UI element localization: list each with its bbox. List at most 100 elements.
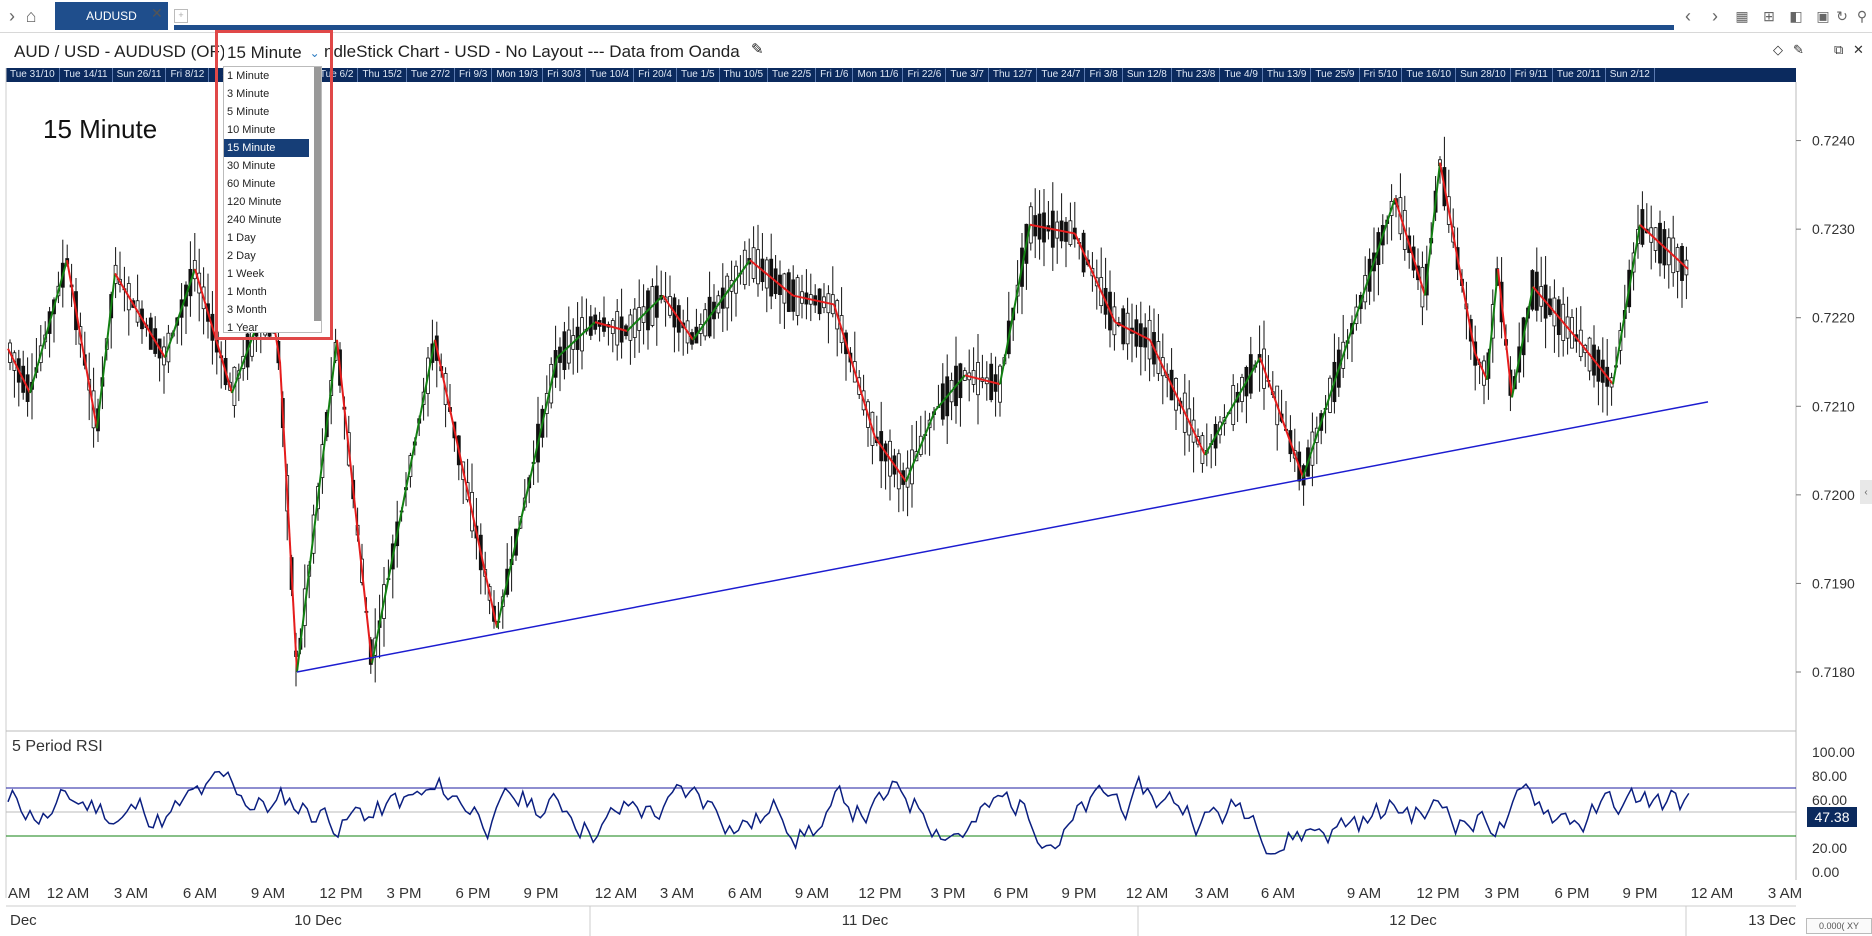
timeframe-option[interactable]: 1 Minute xyxy=(227,70,270,82)
close-icon[interactable]: ✕ xyxy=(1853,42,1864,57)
timeframe-option[interactable]: 15 Minute xyxy=(224,139,309,157)
ribbon-date[interactable]: Fri 22/6 xyxy=(903,68,947,82)
rsi-line xyxy=(7,770,1690,855)
tab-audusd[interactable]: AUDUSD xyxy=(55,2,168,30)
home-icon[interactable]: ⌂ xyxy=(25,5,37,26)
window-icon[interactable]: ⧉ xyxy=(1834,42,1844,57)
timeframe-option[interactable]: 3 Month xyxy=(227,304,267,316)
tab-bar: › ⌂ AUDUSD ✕ + ‹ › ▦ ⊞ ◧ ▣ ↻ ⚲ xyxy=(0,0,1872,33)
ribbon-date[interactable]: Tue 14/11 xyxy=(60,68,113,82)
window-icon[interactable]: ▣ xyxy=(1816,7,1830,24)
time-tick-label: 9 AM xyxy=(795,885,829,902)
ribbon-date[interactable]: Fri 1/6 xyxy=(816,68,854,82)
rsi-tick-label: 100.00 xyxy=(1812,744,1855,760)
timeframe-option[interactable]: 5 Minute xyxy=(227,106,270,118)
zigzag-segment xyxy=(1474,352,1488,381)
ribbon-date[interactable]: Sun 12/8 xyxy=(1123,68,1172,82)
time-tick-label: 12 PM xyxy=(858,885,901,902)
ribbon-date[interactable]: Sun 26/11 xyxy=(113,68,167,82)
zigzag-segment xyxy=(1532,286,1579,341)
time-tick-label: 3 PM xyxy=(930,885,965,902)
ribbon-date[interactable]: Mon 19/3 xyxy=(492,68,544,82)
close-icon[interactable]: ✕ xyxy=(151,5,163,21)
zigzag-segment xyxy=(1497,268,1513,398)
zigzag-segment xyxy=(164,268,196,358)
timeframe-option[interactable]: 120 Minute xyxy=(227,196,282,208)
timeframe-option[interactable]: 1 Week xyxy=(227,268,265,280)
zigzag-segment xyxy=(194,268,233,394)
rsi-tick-label: 0.00 xyxy=(1812,864,1839,880)
ribbon-date[interactable]: Mon 11/6 xyxy=(853,68,904,82)
timeframe-option[interactable]: 1 Year xyxy=(227,322,259,334)
time-tick-label: 12 PM xyxy=(319,885,362,902)
layout-icon[interactable]: ▦ xyxy=(1735,7,1749,24)
ribbon-date[interactable]: Tue 10/4 xyxy=(586,68,635,82)
timeframe-option[interactable]: 2 Day xyxy=(227,250,256,262)
ribbon-date[interactable]: Tue 16/10 xyxy=(1402,68,1457,82)
timeframe-option[interactable]: 60 Minute xyxy=(227,178,276,190)
diamond-icon[interactable]: ◇ xyxy=(1773,42,1783,57)
time-tick-label: 3 PM xyxy=(1484,885,1519,902)
back-icon[interactable]: › xyxy=(9,5,15,26)
ribbon-date[interactable]: Tue 1/5 xyxy=(677,68,720,82)
timeframe-select[interactable]: 15 Minute ⌄ xyxy=(224,40,328,66)
ribbon-date[interactable]: Tue 20/11 xyxy=(1553,68,1606,82)
chevron-left-icon[interactable]: ‹ xyxy=(1685,5,1691,26)
chevron-right-icon[interactable]: › xyxy=(1712,5,1718,26)
timeframe-option[interactable]: 1 Day xyxy=(227,232,256,244)
ribbon-date[interactable]: Sun 2/12 xyxy=(1606,68,1655,82)
timeframe-option[interactable]: 30 Minute xyxy=(227,160,276,172)
timeframe-option[interactable]: 3 Minute xyxy=(227,88,270,100)
timeframe-option[interactable]: 240 Minute xyxy=(227,214,282,226)
zigzag-segment xyxy=(66,259,98,429)
ribbon-date[interactable]: Fri 8/12 xyxy=(166,68,210,82)
ribbon-date[interactable]: Sun 28/10 xyxy=(1456,68,1511,82)
ribbon-date[interactable]: Thu 23/8 xyxy=(1172,68,1221,82)
ribbon-date[interactable]: Thu 15/2 xyxy=(358,68,407,82)
ribbon-date[interactable]: Fri 3/8 xyxy=(1085,68,1123,82)
ribbon-date[interactable]: Tue 31/10 xyxy=(6,68,60,82)
timeframe-dropdown-list[interactable]: 1 Minute 3 Minute 5 Minute 10 Minute 15 Minu… xyxy=(223,66,322,334)
ribbon-date[interactable]: Thu 12/7 xyxy=(989,68,1038,82)
date-tick-label: 12 Dec xyxy=(1389,912,1437,929)
ribbon-date[interactable]: Fri 20/4 xyxy=(634,68,677,82)
ribbon-date[interactable]: Tue 27/2 xyxy=(407,68,456,82)
edit-icon[interactable]: ✎ xyxy=(751,41,764,58)
refresh-icon[interactable]: ↻ xyxy=(1836,7,1848,24)
ribbon-date[interactable]: Thu 13/9 xyxy=(1263,68,1312,82)
time-tick-label: 9 AM xyxy=(1347,885,1381,902)
tab-label: AUDUSD xyxy=(86,9,137,23)
ribbon-date[interactable]: Thu 10/5 xyxy=(720,68,769,82)
search-icon[interactable]: ⚲ xyxy=(1856,7,1868,24)
ribbon-date[interactable]: Tue 6/2 xyxy=(316,68,359,82)
ribbon-date[interactable]: Tue 25/9 xyxy=(1311,68,1360,82)
new-tab-button[interactable]: + xyxy=(174,9,188,23)
chart-icon[interactable]: ◧ xyxy=(1789,7,1803,24)
date-tick-label: Dec xyxy=(10,912,37,929)
chart-title: AUD / USD - AUDUSD (OF) - xyxy=(14,42,236,61)
zigzag-segment xyxy=(749,259,794,297)
pin-icon[interactable]: ✎ xyxy=(1793,42,1804,57)
ribbon-date[interactable]: Tue 4/9 xyxy=(1220,68,1263,82)
tab-strip xyxy=(174,25,1674,30)
ribbon-date[interactable]: Tue 22/5 xyxy=(768,68,817,82)
timeframe-option[interactable]: 1 Month xyxy=(227,286,267,298)
ribbon-date[interactable]: Fri 5/10 xyxy=(1360,68,1403,82)
ribbon-date[interactable]: Fri 9/3 xyxy=(455,68,493,82)
price-chart[interactable]: 0.7240 0.7230 0.7220 0.7210 0.7200 0.7190 0.71… xyxy=(0,68,1872,936)
ribbon-date[interactable]: Tue 3/7 xyxy=(946,68,989,82)
dropdown-scrollbar[interactable] xyxy=(314,67,321,321)
ribbon-date[interactable]: Fri 9/11 xyxy=(1511,68,1553,82)
grid-icon[interactable]: ⊞ xyxy=(1763,7,1775,24)
price-tick-label: 0.7240 xyxy=(1812,133,1855,149)
rsi-panel: 100.00 80.00 60.00 20.00 0.00 xyxy=(6,744,1855,880)
price-tick-label: 0.7200 xyxy=(1812,487,1855,503)
zigzag-segment xyxy=(934,374,966,412)
ribbon-date[interactable]: Tue 24/7 xyxy=(1037,68,1086,82)
collapse-panel-button[interactable]: ‹ xyxy=(1860,480,1872,504)
price-tick-label: 0.7210 xyxy=(1812,398,1855,414)
ribbon-date[interactable]: Fri 30/3 xyxy=(543,68,586,82)
date-tick-label: 10 Dec xyxy=(294,912,342,929)
time-axis: AM 12 AM 3 AM 6 AM 9 AM 12 PM 3 PM 6 PM 9 PM 12 A… xyxy=(6,885,1802,936)
timeframe-option[interactable]: 10 Minute xyxy=(227,124,276,136)
